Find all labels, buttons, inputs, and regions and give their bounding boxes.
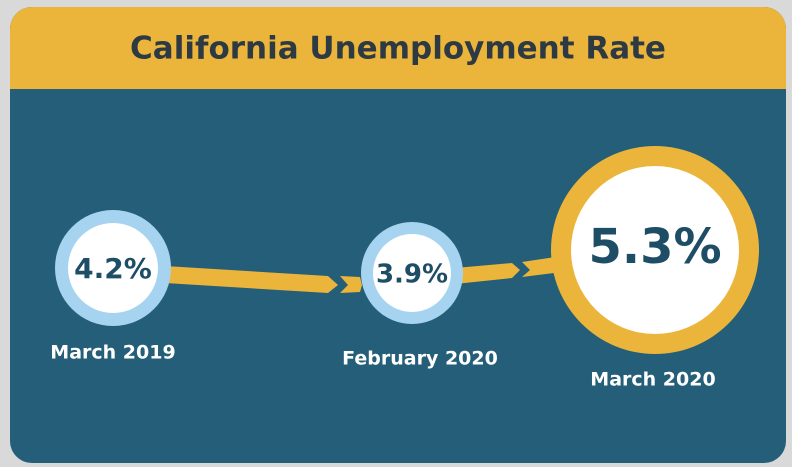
connector (455, 263, 520, 284)
circle (373, 234, 451, 312)
title: California Unemployment Rate (130, 31, 666, 67)
value: 4.2% (74, 252, 152, 285)
value: 3.9% (376, 260, 448, 290)
connector (165, 266, 338, 293)
connector-chevron (340, 276, 362, 293)
date-label: March 2020 (590, 369, 715, 391)
circle (68, 223, 158, 313)
circle (571, 166, 739, 334)
date-label: February 2020 (342, 348, 498, 370)
date-label: March 2019 (50, 342, 175, 364)
value: 5.3% (588, 219, 721, 275)
header-band (10, 7, 786, 89)
